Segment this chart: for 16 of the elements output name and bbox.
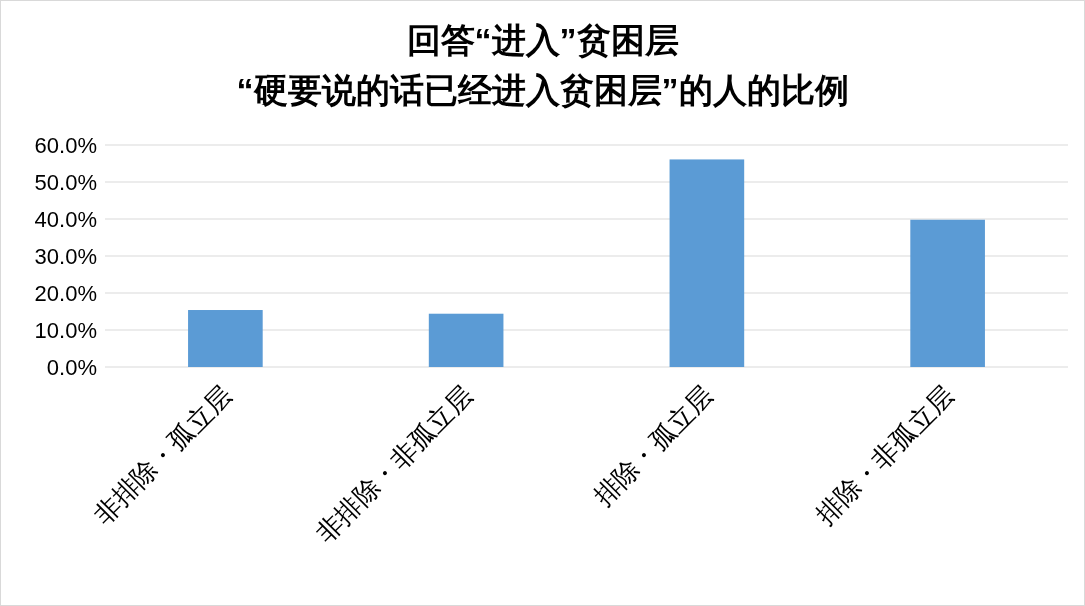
- chart-title: 回答“进入”贫困层 “硬要说的话已经进入贫困层”的人的比例: [236, 21, 849, 109]
- bar: [910, 219, 985, 367]
- y-tick-label: 60.0%: [34, 133, 97, 158]
- y-tick-label: 20.0%: [34, 281, 97, 306]
- y-tick-label: 10.0%: [34, 318, 97, 343]
- y-tick-label: 30.0%: [34, 244, 97, 269]
- x-tick-label: 非排除・孤立层: [87, 380, 238, 530]
- bar: [669, 159, 745, 367]
- x-tick-label: 非排除・非孤立层: [310, 380, 479, 549]
- x-tick-label: 排除・孤立层: [587, 380, 720, 512]
- bar: [188, 310, 263, 367]
- x-tick-label: 排除・非孤立层: [809, 380, 960, 530]
- y-tick-label: 40.0%: [34, 207, 97, 232]
- bar: [428, 313, 504, 367]
- y-tick-label: 50.0%: [34, 170, 97, 195]
- y-tick-label: 0.0%: [46, 355, 97, 380]
